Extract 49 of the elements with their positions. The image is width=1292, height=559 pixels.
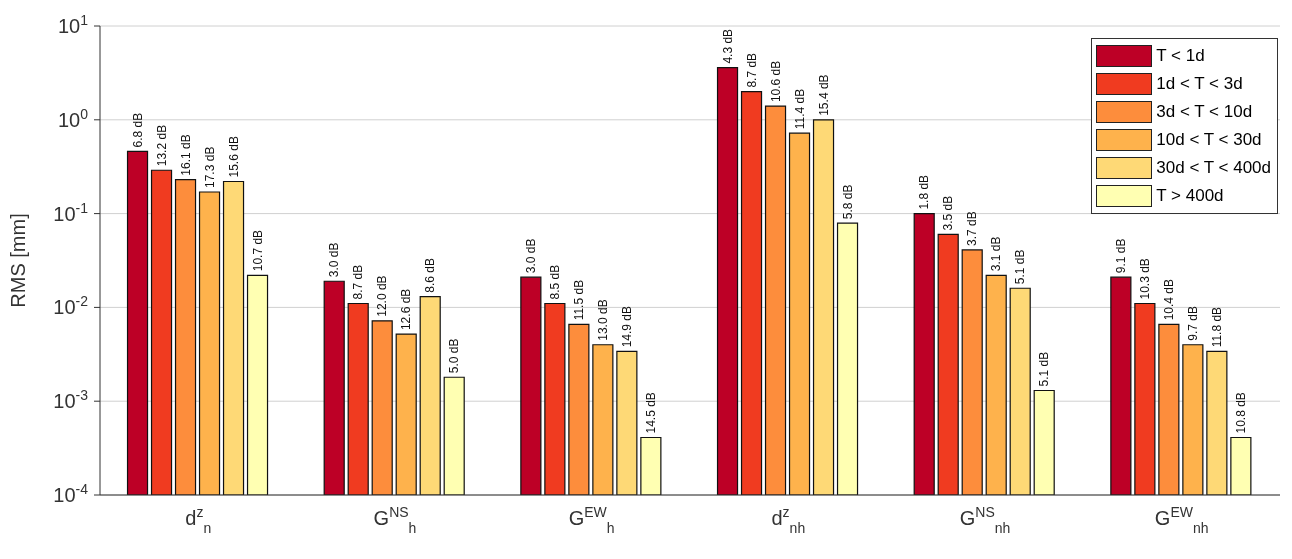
- annotation: 13.2 dB: [154, 124, 169, 167]
- annotation: 1.8 dB: [917, 174, 932, 210]
- annotation: 16.1 dB: [178, 134, 193, 176]
- legend-label: 30d < T < 400d: [1156, 158, 1271, 178]
- annotation: 3.0 dB: [523, 238, 538, 274]
- annotation: 9.1 dB: [1113, 238, 1128, 274]
- annotation: 10.7 dB: [250, 229, 265, 272]
- annotation: 8.6 dB: [423, 258, 438, 293]
- annotation: 11.8 dB: [1209, 306, 1224, 348]
- y-axis-title: RMS [mm]: [7, 213, 30, 308]
- legend-label: T < 1d: [1156, 46, 1205, 66]
- annotation: 11.4 dB: [792, 88, 807, 130]
- annotation: 9.7 dB: [1185, 306, 1200, 341]
- annotation: 5.8 dB: [840, 184, 855, 220]
- annotation: 15.6 dB: [226, 136, 241, 178]
- annotation: 14.5 dB: [643, 392, 658, 434]
- y-tick-label: 10$^{1}$: [57, 12, 89, 37]
- annotation: 3.5 dB: [941, 195, 956, 231]
- annotation: 6.8 dB: [130, 112, 145, 148]
- annotation: 12.6 dB: [399, 288, 414, 331]
- y-tick-label: 10$^{-4}$: [53, 481, 89, 506]
- annotation: 3.0 dB: [327, 242, 342, 278]
- annotation: 13.0 dB: [595, 299, 610, 341]
- legend-label: 1d < T < 3d: [1156, 74, 1243, 94]
- annotation: 5.0 dB: [447, 338, 462, 374]
- y-tick-label: 10$^{-1}$: [53, 199, 89, 225]
- annotation: 5.1 dB: [1013, 249, 1028, 285]
- annotation: 8.7 dB: [351, 264, 366, 300]
- annotation: 11.5 dB: [571, 279, 586, 321]
- annotation: 14.9 dB: [619, 305, 634, 348]
- annotation: 12.0 dB: [375, 275, 390, 317]
- y-tick-label: 10$^{0}$: [57, 105, 89, 131]
- y-tick-label: 10$^{-3}$: [53, 387, 89, 413]
- annotation: 15.4 dB: [816, 74, 831, 116]
- legend-label: T > 400d: [1156, 186, 1224, 206]
- annotation: 10.6 dB: [768, 60, 783, 103]
- annotation: 4.3 dB: [720, 28, 735, 64]
- annotation: 10.4 dB: [1161, 278, 1176, 321]
- annotation: 3.1 dB: [989, 236, 1004, 272]
- annotation: 17.3 dB: [202, 146, 217, 188]
- annotation: 10.3 dB: [1137, 258, 1152, 300]
- y-tick-label: 10$^{-2}$: [53, 293, 89, 319]
- annotation: 8.7 dB: [744, 52, 759, 88]
- annotation: 5.1 dB: [1037, 351, 1052, 387]
- legend-label: 3d < T < 10d: [1156, 102, 1253, 122]
- annotation: 3.7 dB: [965, 211, 980, 246]
- legend-label: 10d < T < 30d: [1156, 130, 1262, 150]
- annotation: 8.5 dB: [547, 264, 562, 300]
- annotation: 10.8 dB: [1233, 392, 1248, 434]
